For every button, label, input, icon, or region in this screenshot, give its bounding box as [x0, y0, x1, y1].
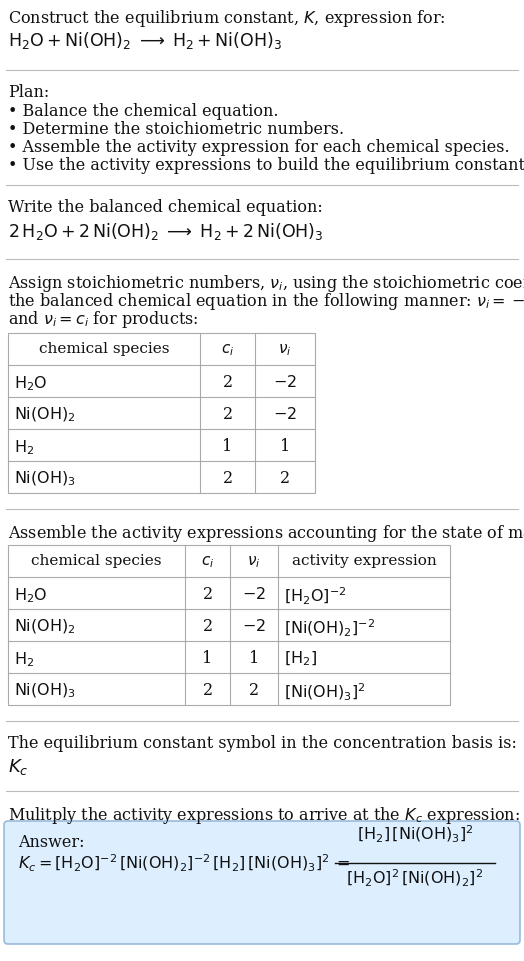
Text: 2: 2 — [222, 374, 233, 391]
Text: Mulitply the activity expressions to arrive at the $K_c$ expression:: Mulitply the activity expressions to arr… — [8, 805, 520, 826]
Text: chemical species: chemical species — [31, 554, 162, 568]
Text: $-2$: $-2$ — [242, 618, 266, 635]
Text: 1: 1 — [249, 650, 259, 667]
Text: $c_i$: $c_i$ — [201, 554, 214, 570]
Text: $\mathrm{H_2}$: $\mathrm{H_2}$ — [14, 650, 34, 669]
Text: 1: 1 — [280, 438, 290, 455]
Text: 1: 1 — [202, 650, 213, 667]
Text: $\mathrm{H_2O + Ni(OH)_2 \;\longrightarrow\; H_2 + Ni(OH)_3}$: $\mathrm{H_2O + Ni(OH)_2 \;\longrightarr… — [8, 30, 282, 51]
Text: $[\mathrm{H_2}]$: $[\mathrm{H_2}]$ — [284, 650, 317, 669]
Text: 2: 2 — [222, 406, 233, 423]
Text: and $\nu_i = c_i$ for products:: and $\nu_i = c_i$ for products: — [8, 309, 199, 330]
Text: $-2$: $-2$ — [273, 406, 297, 423]
Text: $\mathrm{Ni(OH)_3}$: $\mathrm{Ni(OH)_3}$ — [14, 682, 76, 701]
Text: 2: 2 — [202, 618, 213, 635]
Bar — [8, 545, 450, 705]
Text: $[\mathrm{H_2O}]^{-2}$: $[\mathrm{H_2O}]^{-2}$ — [284, 586, 346, 607]
Text: $-2$: $-2$ — [273, 374, 297, 391]
Text: Construct the equilibrium constant, $K$, expression for:: Construct the equilibrium constant, $K$,… — [8, 8, 445, 29]
Text: • Assemble the activity expression for each chemical species.: • Assemble the activity expression for e… — [8, 139, 510, 156]
Text: $K_c = [\mathrm{H_2O}]^{-2}\,[\mathrm{Ni(OH)_2}]^{-2}\,[\mathrm{H_2}]\,[\mathrm{: $K_c = [\mathrm{H_2O}]^{-2}\,[\mathrm{Ni… — [18, 852, 350, 874]
Text: the balanced chemical equation in the following manner: $\nu_i = -c_i$ for react: the balanced chemical equation in the fo… — [8, 291, 524, 312]
Text: $K_c$: $K_c$ — [8, 757, 29, 777]
Text: 2: 2 — [202, 586, 213, 603]
Text: • Use the activity expressions to build the equilibrium constant expression.: • Use the activity expressions to build … — [8, 157, 524, 174]
Text: $\mathrm{H_2O}$: $\mathrm{H_2O}$ — [14, 586, 47, 604]
Text: 2: 2 — [222, 470, 233, 487]
Text: Assemble the activity expressions accounting for the state of matter and $\nu_i$: Assemble the activity expressions accoun… — [8, 523, 524, 544]
Text: $\mathrm{H_2}$: $\mathrm{H_2}$ — [14, 438, 34, 456]
Text: 2: 2 — [249, 682, 259, 699]
Text: $\nu_i$: $\nu_i$ — [278, 342, 292, 357]
Text: Assign stoichiometric numbers, $\nu_i$, using the stoichiometric coefficients, $: Assign stoichiometric numbers, $\nu_i$, … — [8, 273, 524, 294]
Text: $c_i$: $c_i$ — [221, 342, 234, 357]
Text: $\mathrm{H_2O}$: $\mathrm{H_2O}$ — [14, 374, 47, 393]
Text: activity expression: activity expression — [292, 554, 436, 568]
Text: 1: 1 — [222, 438, 233, 455]
Text: $\mathrm{2\,H_2O + 2\,Ni(OH)_2 \;\longrightarrow\; H_2 + 2\,Ni(OH)_3}$: $\mathrm{2\,H_2O + 2\,Ni(OH)_2 \;\longri… — [8, 221, 324, 242]
Text: $\mathrm{Ni(OH)_2}$: $\mathrm{Ni(OH)_2}$ — [14, 618, 75, 636]
Text: Answer:: Answer: — [18, 834, 84, 851]
Text: $\mathrm{Ni(OH)_3}$: $\mathrm{Ni(OH)_3}$ — [14, 470, 76, 488]
Text: $[\mathrm{H_2}]\,[\mathrm{Ni(OH)_3}]^2$: $[\mathrm{H_2}]\,[\mathrm{Ni(OH)_3}]^2$ — [357, 824, 473, 845]
Text: The equilibrium constant symbol in the concentration basis is:: The equilibrium constant symbol in the c… — [8, 735, 517, 752]
Bar — [8, 333, 315, 493]
Text: 2: 2 — [202, 682, 213, 699]
Text: Plan:: Plan: — [8, 84, 49, 101]
FancyBboxPatch shape — [4, 821, 520, 944]
Text: $\mathrm{Ni(OH)_2}$: $\mathrm{Ni(OH)_2}$ — [14, 406, 75, 425]
Text: $[\mathrm{H_2O}]^2\,[\mathrm{Ni(OH)_2}]^2$: $[\mathrm{H_2O}]^2\,[\mathrm{Ni(OH)_2}]^… — [346, 868, 484, 889]
Text: $\nu_i$: $\nu_i$ — [247, 554, 261, 570]
Text: Write the balanced chemical equation:: Write the balanced chemical equation: — [8, 199, 323, 216]
Text: $[\mathrm{Ni(OH)_3}]^2$: $[\mathrm{Ni(OH)_3}]^2$ — [284, 682, 366, 703]
Text: 2: 2 — [280, 470, 290, 487]
Text: $[\mathrm{Ni(OH)_2}]^{-2}$: $[\mathrm{Ni(OH)_2}]^{-2}$ — [284, 618, 375, 639]
Text: • Determine the stoichiometric numbers.: • Determine the stoichiometric numbers. — [8, 121, 344, 138]
Text: $-2$: $-2$ — [242, 586, 266, 603]
Text: • Balance the chemical equation.: • Balance the chemical equation. — [8, 103, 278, 120]
Text: chemical species: chemical species — [39, 342, 169, 356]
